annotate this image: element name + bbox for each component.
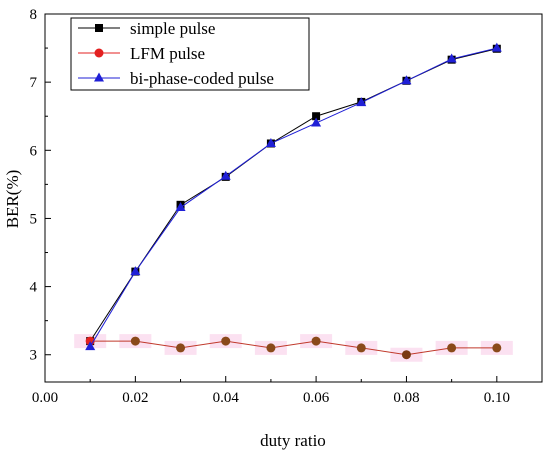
y-axis-title: BER(%): [3, 170, 22, 229]
data-point: [130, 336, 140, 346]
legend-marker: [94, 72, 104, 82]
legend-label: LFM pulse: [130, 44, 205, 63]
axis-ticks: 0.00 0.02 0.04 0.06 0.08 0.10 3 4 5 6 7 8: [30, 7, 510, 406]
y-tick-label: 8: [30, 7, 38, 23]
data-point: [221, 336, 231, 346]
x-tick-label: 0.08: [393, 390, 419, 406]
data-point: [356, 343, 366, 353]
y-tick-label: 7: [30, 75, 38, 91]
x-tick-label: 0.00: [32, 390, 58, 406]
data-point: [446, 53, 457, 63]
x-tick-label: 0.04: [213, 390, 240, 406]
legend-label: bi-phase-coded pulse: [130, 69, 274, 88]
data-point: [491, 42, 502, 52]
data-point: [130, 266, 141, 276]
series-bi-phase-coded-pulse: [85, 42, 502, 351]
series-line: [90, 340, 497, 356]
data-point: [311, 117, 322, 127]
series-line: [89, 47, 497, 347]
data-point: [85, 341, 96, 351]
legend: simple pulse LFM pulse bi-phase-coded puls…: [70, 17, 310, 91]
data-point: [312, 112, 321, 121]
legend-label: simple pulse: [130, 19, 215, 38]
data-point: [266, 343, 276, 353]
x-tick-label: 0.10: [484, 390, 510, 406]
x-tick-label: 0.06: [303, 390, 330, 406]
data-point: [401, 75, 412, 85]
data-point: [492, 343, 502, 353]
series-lfm-pulse: [85, 336, 502, 360]
legend-marker: [94, 48, 104, 58]
legend-marker: [95, 24, 103, 32]
plot-frame: [44, 13, 543, 383]
series-line: [89, 48, 497, 342]
x-axis-title: duty ratio: [260, 431, 326, 450]
data-point: [311, 336, 321, 346]
x-tick-label: 0.02: [122, 390, 148, 406]
data-point: [356, 97, 367, 107]
y-tick-label: 4: [30, 280, 38, 296]
series-group: [74, 42, 513, 362]
data-point: [220, 170, 231, 180]
data-point: [176, 343, 186, 353]
data-point: [447, 343, 457, 353]
data-point: [175, 202, 186, 212]
y-tick-label: 3: [30, 348, 38, 364]
data-point: [401, 350, 411, 360]
data-point: [265, 137, 276, 147]
y-tick-label: 6: [30, 143, 38, 159]
y-tick-label: 5: [30, 211, 38, 227]
